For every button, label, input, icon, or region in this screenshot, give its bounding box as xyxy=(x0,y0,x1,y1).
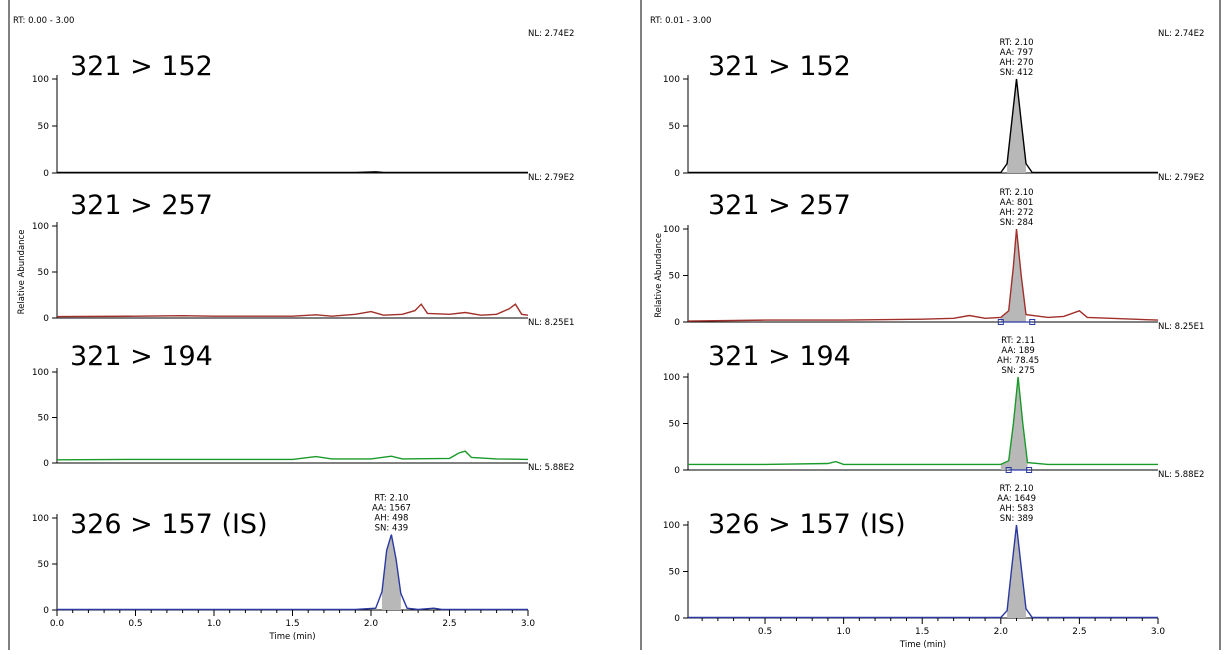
trace-title-1: 321 > 152 xyxy=(708,51,851,82)
y-tick-label: 50 xyxy=(38,560,50,570)
y-tick-label: 50 xyxy=(38,268,50,278)
y-tick-label: 50 xyxy=(669,568,681,578)
trace-line-2 xyxy=(687,228,1159,322)
peak-annotation-ah: AH: 498 xyxy=(374,514,408,524)
peak-area-3 xyxy=(1000,377,1028,470)
nl-label-2: NL: 2.79E2 xyxy=(528,173,574,183)
peak-annotation-sn: SN: 275 xyxy=(1001,366,1035,376)
x-tick-label: 2.0 xyxy=(994,627,1009,637)
y-axis-title: Relative Abundance xyxy=(17,230,27,315)
trace-line-1 xyxy=(57,171,528,174)
y-tick-label: 50 xyxy=(669,122,681,132)
x-axis-title: Time (min) xyxy=(899,640,946,650)
nl-label-4: NL: 5.88E2 xyxy=(528,463,574,473)
x-axis-title: Time (min) xyxy=(268,632,315,642)
peak-annotation-aa: AA: 1649 xyxy=(997,494,1036,504)
y-tick-label: 100 xyxy=(32,514,49,524)
nl-label-3: NL: 8.25E1 xyxy=(528,318,574,328)
x-tick-label: 1.5 xyxy=(285,619,299,629)
nl-label-1: NL: 2.74E2 xyxy=(528,29,574,39)
y-tick-label: 0 xyxy=(43,169,49,179)
x-tick-label: 2.5 xyxy=(442,619,456,629)
x-tick-label: 0.5 xyxy=(758,627,772,637)
nl-label-2: NL: 2.79E2 xyxy=(1158,173,1204,183)
peak-annotation-sn: SN: 412 xyxy=(1000,68,1034,78)
y-tick-label: 100 xyxy=(663,225,680,235)
y-tick-label: 100 xyxy=(663,75,680,85)
peak-annotation-sn: SN: 389 xyxy=(1000,514,1034,524)
peak-annotation-ah: AH: 78.45 xyxy=(997,356,1039,366)
trace-title-2: 321 > 257 xyxy=(70,190,213,221)
peak-annotation-ah: AH: 272 xyxy=(1000,208,1034,218)
y-tick-label: 50 xyxy=(669,272,681,282)
trace-title-2: 321 > 257 xyxy=(708,190,851,221)
trace-title-1: 321 > 152 xyxy=(70,51,213,82)
x-tick-label: 2.5 xyxy=(1072,627,1086,637)
trace-title-4: 326 > 157 (IS) xyxy=(70,509,268,540)
x-tick-label: 3.0 xyxy=(1151,627,1166,637)
peak-annotation-rt: RT: 2.10 xyxy=(374,494,408,504)
x-tick-label: 1.5 xyxy=(915,627,929,637)
peak-area-1 xyxy=(1007,79,1026,173)
y-tick-label: 100 xyxy=(32,368,49,378)
y-tick-label: 0 xyxy=(43,314,49,324)
trace-title-4: 326 > 157 (IS) xyxy=(708,509,906,540)
peak-annotation-aa: AA: 801 xyxy=(1000,198,1034,208)
y-tick-label: 50 xyxy=(38,122,50,132)
y-tick-label: 0 xyxy=(674,318,680,328)
peak-annotation-sn: SN: 284 xyxy=(1000,218,1034,228)
y-tick-label: 100 xyxy=(32,222,49,232)
trace-line-4 xyxy=(688,524,1158,619)
trace-line-3 xyxy=(56,450,529,461)
peak-annotation-rt: RT: 2.10 xyxy=(1000,484,1034,494)
nl-label-4: NL: 5.88E2 xyxy=(1158,470,1204,480)
y-tick-label: 0 xyxy=(674,466,680,476)
peak-annotation-aa: AA: 189 xyxy=(1001,346,1035,356)
trace-line-3 xyxy=(688,376,1158,466)
peak-annotation-rt: RT: 2.11 xyxy=(1001,336,1035,346)
x-tick-label: 1.0 xyxy=(836,627,851,637)
x-tick-label: 1.0 xyxy=(207,619,222,629)
peak-annotation-aa: AA: 1567 xyxy=(372,504,411,514)
nl-label-3: NL: 8.25E1 xyxy=(1158,322,1204,332)
x-tick-label: 2.0 xyxy=(364,619,379,629)
trace-line-2 xyxy=(56,303,529,318)
peak-annotation-sn: SN: 439 xyxy=(375,524,409,534)
peak-area-2 xyxy=(1000,229,1026,322)
y-tick-label: 50 xyxy=(669,420,681,430)
x-tick-label: 0.0 xyxy=(50,619,65,629)
x-tick-label: 3.0 xyxy=(521,619,536,629)
peak-annotation-rt: RT: 2.10 xyxy=(1000,188,1034,198)
trace-line-1 xyxy=(688,78,1158,174)
nl-label-1: NL: 2.74E2 xyxy=(1158,29,1204,39)
y-tick-label: 100 xyxy=(32,75,49,85)
peak-annotation-ah: AH: 583 xyxy=(1000,504,1034,514)
x-tick-label: 0.5 xyxy=(128,619,142,629)
trace-title-3: 321 > 194 xyxy=(70,341,213,372)
y-tick-label: 0 xyxy=(43,459,49,469)
trace-title-3: 321 > 194 xyxy=(708,341,851,372)
rt-range-label: RT: 0.00 - 3.00 xyxy=(13,16,74,26)
y-tick-label: 0 xyxy=(674,614,680,624)
y-tick-label: 100 xyxy=(663,373,680,383)
peak-area-4 xyxy=(1007,525,1026,618)
y-tick-label: 50 xyxy=(38,414,50,424)
y-tick-label: 0 xyxy=(674,169,680,179)
trace-line-4 xyxy=(57,534,528,611)
peak-annotation-aa: AA: 797 xyxy=(1000,48,1034,58)
y-axis-title: Relative Abundance xyxy=(654,233,664,318)
peak-annotation-ah: AH: 270 xyxy=(1000,58,1034,68)
rt-range-label: RT: 0.01 - 3.00 xyxy=(650,16,711,26)
y-tick-label: 100 xyxy=(663,521,680,531)
peak-annotation-rt: RT: 2.10 xyxy=(1000,38,1034,48)
y-tick-label: 0 xyxy=(43,606,49,616)
